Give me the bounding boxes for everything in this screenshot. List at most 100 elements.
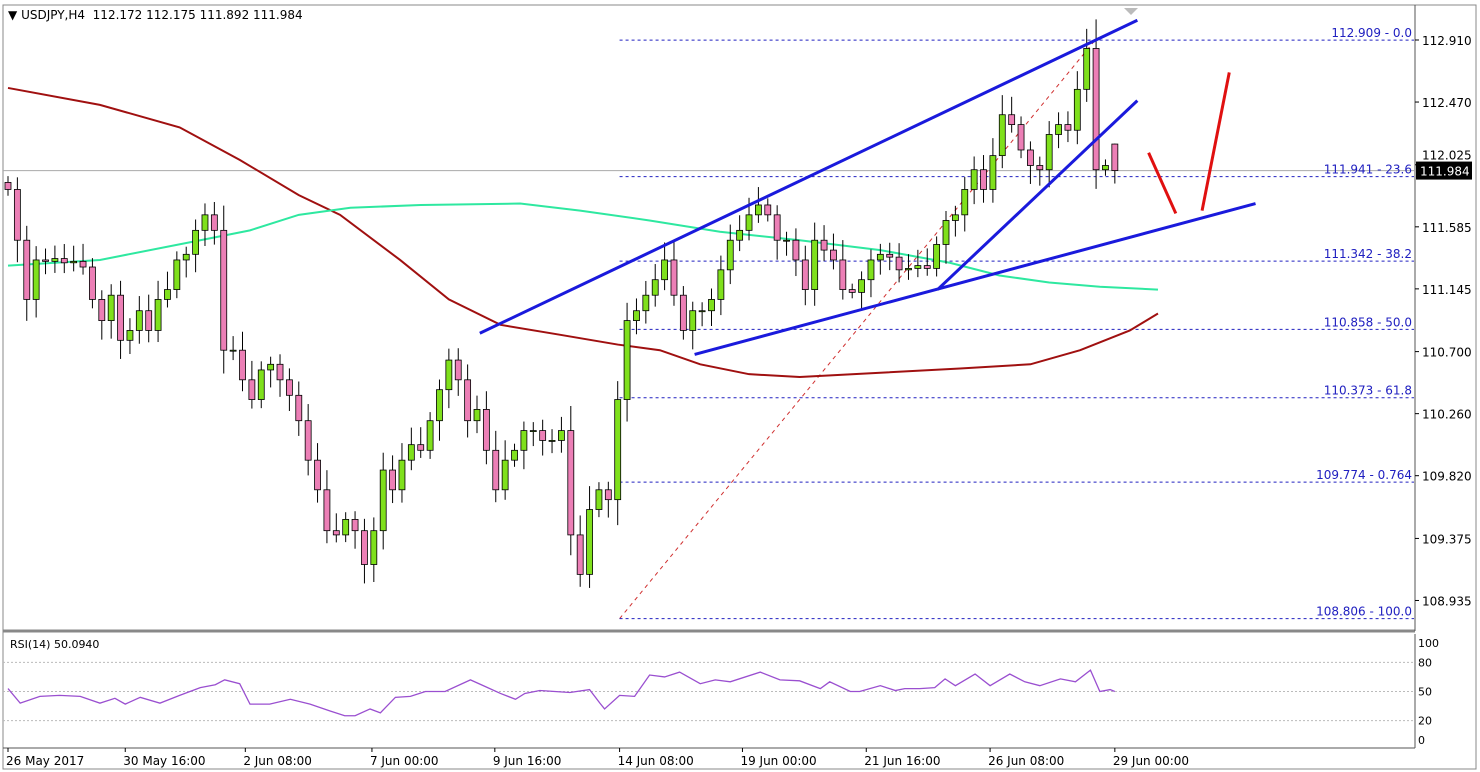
- bull-candle: [501, 459, 509, 491]
- price-tick-label: 108.935: [1422, 594, 1472, 608]
- bull-candle: [708, 299, 715, 312]
- bear-candle: [285, 379, 293, 396]
- bull-candle: [558, 430, 565, 441]
- trendline: [694, 202, 1256, 356]
- time-tick-label: 21 Jun 16:00: [864, 754, 940, 768]
- bull-candle: [689, 310, 697, 331]
- bear-candle: [210, 214, 218, 231]
- bull-candle: [970, 169, 978, 190]
- bear-candle: [604, 489, 612, 501]
- bear-candle: [332, 530, 340, 536]
- bear-candle: [220, 229, 228, 351]
- bear-candle: [117, 294, 124, 341]
- ohlc-close: 111.984: [253, 8, 303, 22]
- bull-candle: [633, 310, 640, 321]
- time-tick-label: 2 Jun 08:00: [243, 754, 312, 768]
- fib-level-label: 109.774 - 0.764: [1316, 468, 1412, 482]
- bull-candle: [126, 330, 134, 341]
- bull-candle: [755, 204, 762, 216]
- bull-candle: [135, 310, 143, 331]
- bear-candle: [389, 469, 396, 491]
- slow-moving-average-line: [7, 86, 1159, 378]
- bull-candle: [379, 469, 387, 532]
- bear-candle: [1111, 143, 1119, 171]
- bear-candle: [239, 349, 246, 381]
- bear-candle: [89, 266, 96, 300]
- bull-candle: [661, 259, 668, 281]
- collapse-triangle-icon[interactable]: ▼: [8, 8, 18, 22]
- ohlc-low: 111.892: [199, 8, 250, 22]
- bull-candle: [745, 214, 753, 231]
- bear-candle: [980, 169, 987, 190]
- fib-level-label: 111.342 - 38.2: [1324, 247, 1412, 261]
- bull-candle: [370, 530, 378, 565]
- ohlc-high: 112.175: [146, 8, 196, 22]
- bull-candle: [698, 310, 706, 313]
- bear-candle: [464, 379, 472, 422]
- bull-candle: [867, 259, 875, 281]
- fib-level-label: 108.806 - 100.0: [1316, 605, 1412, 619]
- bull-candle: [473, 409, 481, 422]
- bear-candle: [295, 394, 303, 422]
- bear-candle: [492, 449, 500, 491]
- fib-level-label: 112.909 - 0.0: [1331, 26, 1412, 40]
- bear-candle: [820, 239, 828, 251]
- bull-candle: [267, 363, 275, 371]
- bull-candle: [445, 359, 453, 391]
- bear-candle: [304, 420, 312, 461]
- bull-candle: [520, 430, 528, 451]
- bear-candle: [60, 258, 68, 264]
- bear-candle: [886, 253, 894, 258]
- price-tick-label: 110.700: [1422, 346, 1472, 360]
- bear-candle: [764, 204, 772, 216]
- bull-candle: [651, 279, 659, 296]
- bear-candle: [848, 289, 856, 293]
- fib-level-label: 110.858 - 50.0: [1324, 315, 1412, 329]
- current-price-label: 111.984: [1420, 165, 1470, 179]
- bear-candle: [773, 214, 781, 241]
- bull-candle: [1083, 48, 1091, 90]
- bull-candle: [726, 239, 734, 271]
- time-tick-label: 9 Jun 16:00: [493, 754, 562, 768]
- bear-candle: [314, 459, 321, 491]
- bull-candle: [1102, 165, 1109, 171]
- bull-candle: [1055, 124, 1062, 135]
- time-tick-label: 26 May 2017: [6, 754, 84, 768]
- bull-candle: [529, 430, 537, 432]
- rsi-tick-label: 100: [1418, 637, 1439, 650]
- time-tick-label: 26 Jun 08:00: [988, 754, 1064, 768]
- time-tick-label: 19 Jun 00:00: [740, 754, 816, 768]
- bull-candle: [933, 244, 941, 269]
- bull-candle: [905, 268, 912, 271]
- time-tick-label: 7 Jun 00:00: [370, 754, 439, 768]
- bear-candle: [351, 519, 359, 532]
- bear-candle: [923, 265, 931, 269]
- bear-candle: [482, 409, 490, 451]
- bear-candle: [567, 430, 575, 536]
- bear-candle: [417, 444, 425, 451]
- bear-candle: [4, 182, 12, 190]
- bear-candle: [895, 256, 903, 271]
- bear-candle: [42, 259, 49, 262]
- bear-candle: [792, 239, 800, 261]
- bull-candle: [51, 258, 59, 262]
- price-tick-label: 112.470: [1422, 96, 1472, 110]
- bull-candle: [398, 459, 406, 491]
- rsi-tick-label: 20: [1418, 715, 1432, 728]
- bull-candle: [961, 189, 969, 216]
- bear-candle: [1036, 165, 1044, 171]
- bull-candle: [1045, 134, 1053, 171]
- bear-candle: [1008, 114, 1016, 126]
- price-tick-label: 112.910: [1422, 34, 1472, 48]
- direction-arrow: [1147, 152, 1178, 215]
- bear-candle: [576, 534, 584, 575]
- trendline: [479, 18, 1138, 335]
- bull-candle: [914, 265, 922, 269]
- chart-header: ▼ USDJPY,H4 112.172 112.175 111.892 111.…: [8, 8, 303, 22]
- bull-candle: [942, 220, 950, 245]
- bull-candle: [614, 399, 622, 501]
- bear-candle: [98, 299, 106, 321]
- current-price-badge: [1416, 161, 1472, 180]
- fast-moving-average-line: [7, 202, 1159, 291]
